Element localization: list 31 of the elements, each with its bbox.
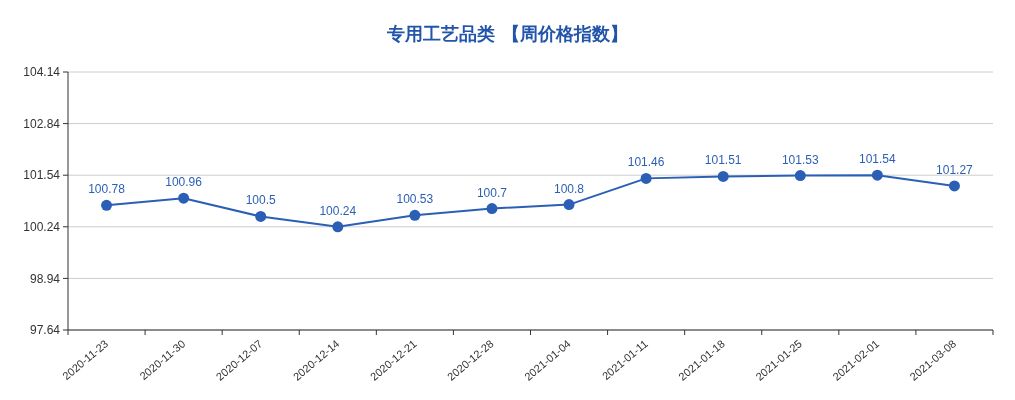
point <box>101 199 113 211</box>
data-label: 100.96 <box>165 175 203 190</box>
y-tick-label: 104.14 <box>23 65 61 80</box>
point <box>409 209 421 221</box>
point <box>563 199 575 211</box>
chart-title: 专用工艺品类 【周价格指数】 <box>386 23 628 44</box>
data-label: 101.54 <box>859 152 897 167</box>
data-label: 100.53 <box>396 192 434 207</box>
y-tick-label: 98.94 <box>29 271 61 286</box>
y-tick-label: 100.24 <box>23 220 61 234</box>
data-label: 100.7 <box>476 185 508 200</box>
data-label: 100.24 <box>319 203 357 218</box>
point <box>640 172 652 184</box>
data-label: 101.51 <box>704 153 742 168</box>
data-label: 100.78 <box>88 182 126 197</box>
point <box>486 203 498 215</box>
point <box>178 192 190 204</box>
point <box>332 221 344 233</box>
point <box>794 170 806 182</box>
y-tick-label: 102.84 <box>23 116 61 131</box>
point <box>948 180 960 192</box>
point <box>255 210 267 222</box>
point <box>871 169 883 181</box>
y-tick-label: 97.64 <box>29 323 61 338</box>
data-label: 100.8 <box>554 181 585 196</box>
data-label: 101.27 <box>936 162 974 177</box>
data-label: 100.5 <box>245 193 277 208</box>
y-tick-label: 101.54 <box>23 168 61 183</box>
point <box>717 170 729 182</box>
data-label: 101.46 <box>627 155 665 170</box>
data-label: 101.53 <box>781 152 819 167</box>
